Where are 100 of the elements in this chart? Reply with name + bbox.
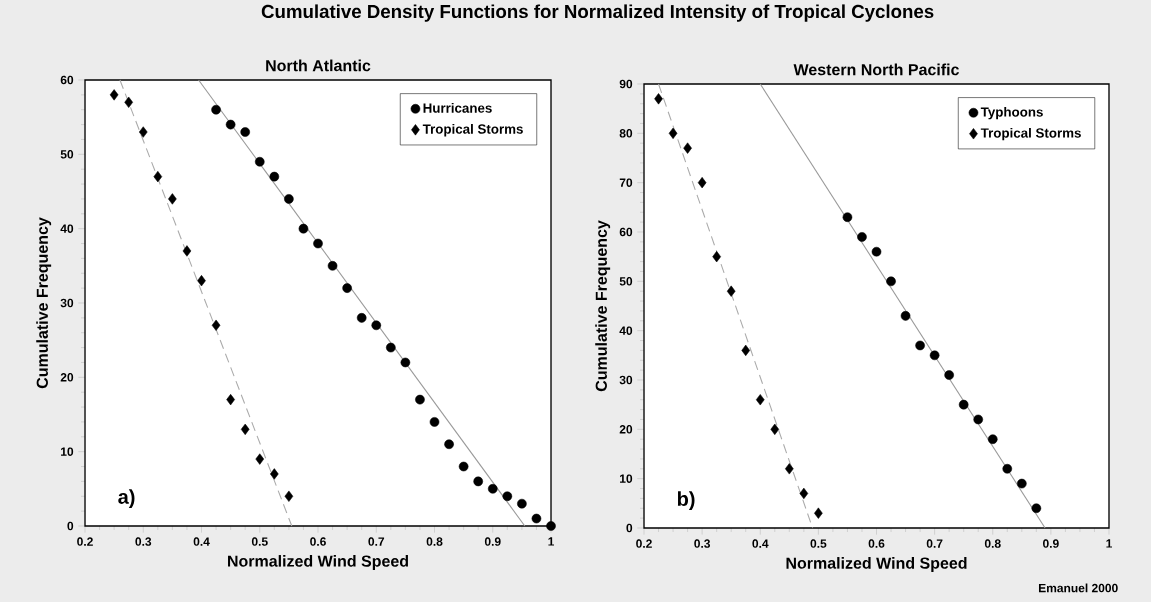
y-tick-label: 30 (60, 298, 74, 308)
legend-label: Typhoons (980, 106, 1043, 120)
point (473, 476, 483, 487)
y-tick-label: 20 (60, 373, 74, 382)
point (1002, 463, 1013, 474)
point (211, 104, 221, 115)
point (415, 394, 425, 405)
point (842, 212, 853, 222)
y-tick-label: 40 (60, 224, 74, 233)
point (429, 417, 440, 427)
point (255, 453, 265, 465)
point (668, 127, 678, 139)
point (400, 357, 411, 368)
x-tick-label: 0.5 (251, 537, 268, 546)
point (712, 251, 721, 263)
x-axis-title: Normalized Wind Speed (228, 555, 408, 570)
point (871, 246, 882, 257)
point (654, 93, 663, 105)
point (342, 283, 352, 293)
x-tick-label: 0.5 (810, 539, 827, 548)
point (356, 313, 367, 323)
x-tick-label: 0.2 (77, 537, 93, 546)
point (168, 193, 177, 205)
point (987, 434, 998, 444)
legend-label: Hurricanes (423, 102, 492, 113)
point (531, 513, 542, 524)
y-tick-label: 30 (619, 375, 633, 385)
point (886, 276, 896, 287)
point (386, 342, 396, 353)
x-tick-label: 0.2 (636, 539, 652, 548)
point (313, 238, 323, 249)
point (799, 487, 809, 500)
point (327, 261, 338, 271)
y-tick-label: 90 (619, 79, 633, 89)
point (857, 232, 867, 242)
y-axis-title: Cumulative Frequency (595, 220, 611, 392)
point (124, 96, 133, 108)
point (785, 463, 794, 475)
y-tick-label: 60 (60, 75, 74, 85)
point (298, 223, 309, 234)
x-tick-label: 0.6 (868, 539, 885, 548)
point (269, 171, 280, 182)
x-tick-label: 1 (1106, 539, 1112, 548)
x-tick-label: 0.8 (426, 537, 443, 546)
y-tick-label: 70 (619, 178, 633, 187)
point (109, 89, 119, 101)
point (915, 340, 925, 351)
y-tick-label: 80 (619, 129, 633, 138)
x-tick-label: 0.3 (694, 539, 711, 548)
point (240, 423, 250, 435)
point (726, 285, 736, 297)
point (226, 394, 235, 406)
legend-label: Tropical Storms (980, 127, 1081, 141)
point (444, 439, 454, 450)
x-tick-label: 0.7 (368, 537, 385, 546)
point (683, 142, 692, 154)
point (741, 344, 750, 356)
y-axis-title: Cumulative Frequency (36, 217, 52, 389)
x-tick-label: 0.4 (193, 537, 210, 546)
point (546, 521, 556, 531)
text: Cumulative Density Functions for Normalized Intensity of Tropical Cyclones (261, 4, 934, 22)
x-tick-label: 0.7 (926, 539, 943, 548)
point (240, 127, 250, 137)
point (458, 461, 469, 472)
point (929, 350, 940, 361)
point (517, 498, 527, 509)
point (197, 275, 206, 287)
chart-title: North Atlantic (266, 59, 371, 72)
point (697, 177, 707, 189)
point (371, 320, 382, 331)
point (973, 414, 984, 425)
y-tick-label: 50 (60, 150, 74, 159)
y-tick-label: 10 (61, 447, 74, 456)
point (182, 245, 192, 257)
point (138, 126, 148, 138)
point (211, 319, 221, 331)
point (770, 423, 780, 435)
point (254, 156, 265, 167)
y-tick-label: 20 (619, 425, 633, 434)
y-tick-label: 0 (67, 521, 74, 531)
chart-title: Western North Pacific (793, 63, 959, 76)
point (814, 507, 823, 519)
point (1017, 478, 1027, 489)
x-axis-title: Normalized Wind Speed (786, 557, 967, 572)
y-tick-label: 0 (626, 523, 633, 533)
annotation: a) (118, 489, 135, 508)
point (153, 171, 163, 183)
point (755, 394, 765, 406)
point (225, 119, 236, 130)
x-tick-label: 0.6 (310, 537, 326, 546)
x-tick-label: 1 (548, 537, 555, 546)
annotation: b) (677, 491, 695, 510)
point (1031, 503, 1042, 514)
point (487, 484, 498, 494)
point (944, 370, 954, 380)
point (900, 311, 911, 321)
point (284, 194, 294, 204)
x-tick-label: 0.9 (1043, 539, 1059, 548)
y-tick-label: 50 (619, 277, 633, 286)
point (270, 468, 279, 480)
